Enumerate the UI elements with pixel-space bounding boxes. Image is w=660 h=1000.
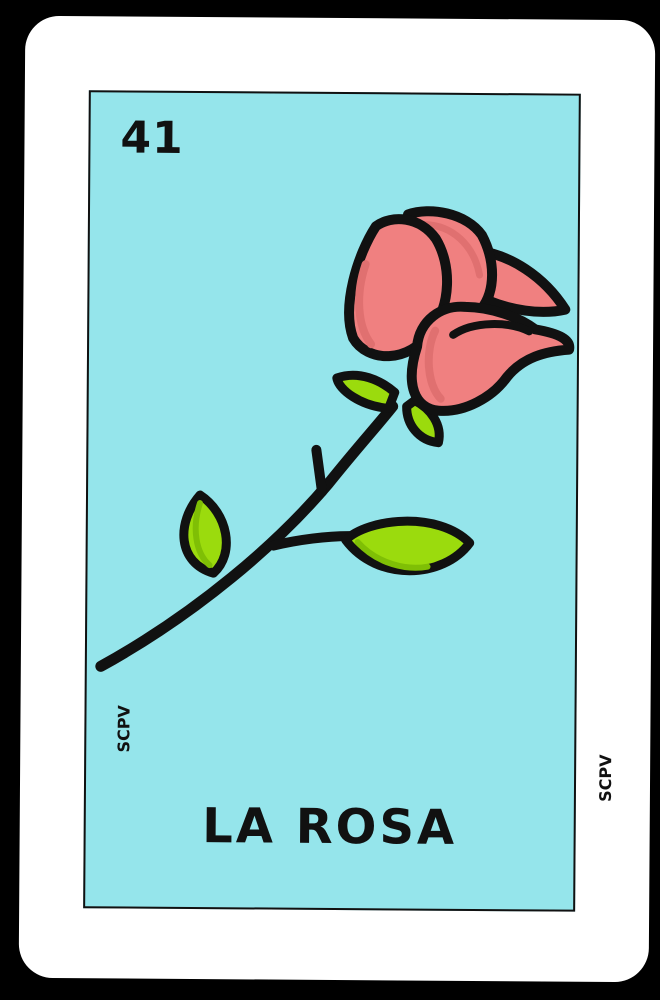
- sepal-left: [332, 370, 400, 413]
- credit-label-right: SCPV: [595, 754, 616, 802]
- card-title: LA ROSA: [202, 798, 458, 856]
- loteria-card: 41 SCPV LA ROSA SCPV: [18, 15, 656, 983]
- credit-label-left: SCPV: [114, 705, 134, 753]
- rose-icon: [95, 206, 575, 672]
- stem: [95, 400, 399, 672]
- petal-back-right: [474, 245, 571, 317]
- card-number: 41: [120, 112, 184, 164]
- card-artwork-panel: 41 SCPV LA ROSA: [83, 90, 581, 912]
- thorn: [311, 444, 328, 497]
